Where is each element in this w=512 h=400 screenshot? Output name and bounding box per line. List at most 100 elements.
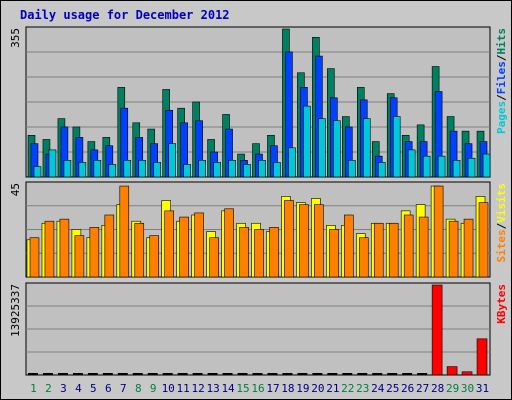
bar-pages-30 (467, 157, 476, 178)
legend-separator: / (495, 54, 508, 61)
bar-sites-14 (224, 208, 234, 278)
legend-separator: / (495, 94, 508, 101)
bar-sites-1 (29, 237, 40, 278)
bar-pages-7 (123, 160, 132, 178)
x-tick-label-9: 9 (150, 382, 157, 395)
x-tick-label-3: 3 (60, 382, 67, 395)
legend-separator: / (495, 222, 508, 229)
legend-visits: Visits (495, 183, 508, 223)
bar-sites-26 (403, 214, 414, 278)
bar-sites-21 (329, 229, 339, 278)
bar-pages-29 (452, 160, 461, 178)
bar-sites-10 (164, 210, 174, 278)
x-tick-label-10: 10 (162, 382, 175, 395)
bar-sites-18 (284, 200, 294, 278)
bar-pages-17 (273, 162, 281, 178)
x-tick-label-27: 27 (416, 382, 429, 395)
bar-pages-18 (288, 147, 296, 178)
x-tick-label-19: 19 (296, 382, 309, 395)
bar-sites-11 (179, 216, 189, 278)
x-tick-label-18: 18 (281, 382, 294, 395)
bar-pages-22 (348, 160, 356, 178)
bar-pages-13 (213, 162, 221, 178)
bar-pages-28 (437, 155, 446, 178)
x-tick-label-2: 2 (45, 382, 52, 395)
bar-sites-30 (463, 218, 474, 278)
bar-pages-6 (108, 164, 117, 178)
bar-sites-22 (344, 214, 354, 278)
bar-sites-24 (373, 222, 384, 278)
bar-pages-4 (78, 162, 87, 178)
bar-pages-16 (258, 160, 266, 178)
bar-sites-31 (478, 202, 489, 278)
x-tick-label-5: 5 (90, 382, 97, 395)
x-tick-label-8: 8 (135, 382, 142, 395)
x-tick-label-20: 20 (311, 382, 324, 395)
bar-sites-23 (358, 237, 369, 278)
legend-sites: Sites (495, 229, 508, 262)
x-tick-label-16: 16 (251, 382, 264, 395)
bar-pages-5 (93, 160, 102, 178)
y-max-label: 13925337 (9, 284, 22, 337)
x-tick-label-25: 25 (386, 382, 399, 395)
chart-title: Daily usage for December 2012 (20, 8, 230, 22)
y-max-label: 355 (9, 28, 22, 48)
bar-sites-3 (59, 218, 70, 278)
bar-sites-28 (433, 185, 444, 278)
x-tick-label-17: 17 (266, 382, 279, 395)
bar-pages-8 (138, 160, 147, 178)
x-tick-label-11: 11 (177, 382, 190, 395)
x-tick-label-6: 6 (105, 382, 112, 395)
legend-visits-sites: Sites/Visits (495, 183, 508, 263)
panel-visits-sites: 45 Sites/Visits (9, 181, 508, 278)
chart-panels: 355Pages/Files/Hits45Sites/Visits1392533… (9, 26, 508, 376)
bar-sites-15 (239, 227, 249, 278)
bar-pages-12 (198, 160, 206, 178)
legend-kbytes: KBytes (495, 284, 508, 324)
x-tick-label-13: 13 (206, 382, 219, 395)
bar-sites-9 (149, 235, 160, 278)
panel-kbytes: 13925337 KBytes (9, 282, 508, 376)
bar-sites-5 (89, 227, 100, 278)
bar-pages-26 (407, 149, 416, 178)
bar-sites-16 (254, 229, 264, 278)
bar-sites-2 (44, 220, 55, 278)
bar-pages-1 (33, 166, 42, 178)
bar-sites-19 (299, 204, 309, 278)
bar-sites-8 (134, 222, 145, 278)
bar-pages-23 (362, 118, 371, 178)
bar-sites-13 (209, 237, 219, 278)
x-tick-label-22: 22 (341, 382, 354, 395)
bar-pages-2 (48, 149, 57, 178)
bar-pages-19 (303, 105, 311, 178)
bar-pages-25 (392, 116, 401, 178)
bar-pages-9 (153, 162, 162, 178)
x-tick-label-12: 12 (192, 382, 205, 395)
bar-pages-31 (482, 153, 491, 178)
bar-sites-25 (388, 222, 399, 278)
legend-pages: Pages (495, 101, 508, 134)
bar-sites-29 (448, 220, 459, 278)
legend-files: Files (495, 61, 508, 94)
bar-kbytes-28 (431, 284, 443, 376)
x-tick-label-1: 1 (30, 382, 37, 395)
x-tick-label-28: 28 (431, 382, 444, 395)
bar-kbytes-30 (461, 371, 473, 376)
bar-pages-15 (243, 164, 251, 178)
bar-pages-14 (228, 160, 236, 178)
bar-pages-11 (183, 164, 191, 178)
x-tick-label-29: 29 (446, 382, 459, 395)
bar-pages-21 (333, 120, 341, 178)
x-tick-label-30: 30 (461, 382, 474, 395)
x-tick-label-21: 21 (326, 382, 339, 395)
bar-sites-7 (119, 185, 130, 278)
bar-sites-4 (74, 235, 85, 278)
bar-pages-10 (168, 143, 176, 178)
bar-sites-12 (194, 212, 204, 278)
bar-pages-27 (422, 155, 431, 178)
x-tick-label-24: 24 (371, 382, 385, 395)
bar-pages-20 (318, 118, 326, 178)
bar-sites-20 (314, 204, 324, 278)
